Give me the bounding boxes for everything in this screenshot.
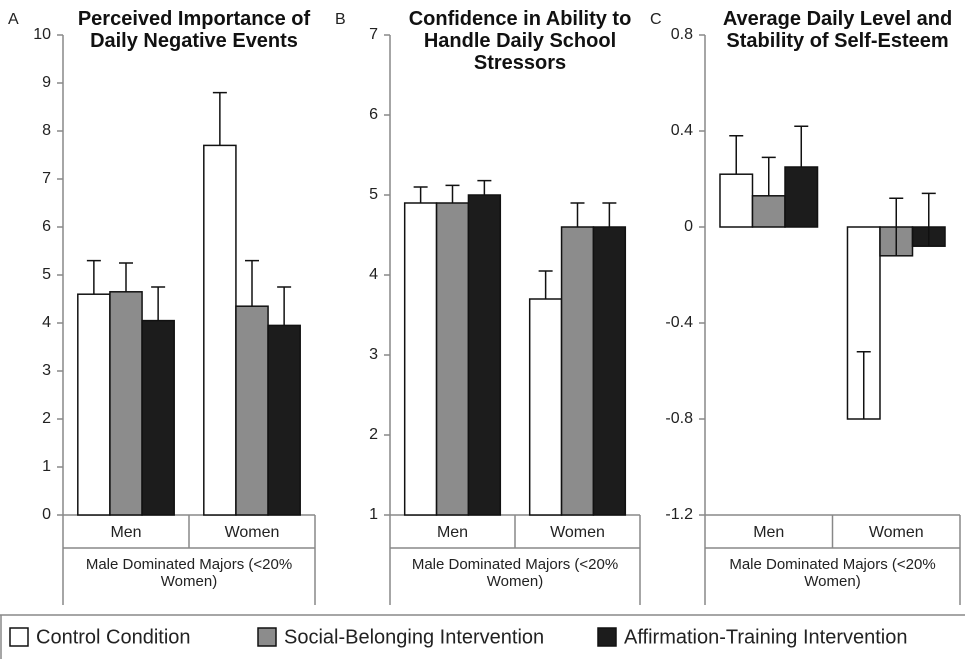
y-tick-label: 1 (42, 458, 51, 475)
bar (719, 173, 754, 228)
error-bar (729, 135, 744, 175)
bar (435, 202, 470, 516)
error-bar (761, 156, 776, 196)
panel-title: Perceived Importance of Daily Negative E… (77, 8, 311, 52)
group-label: Male Dominated Majors (<20% Women) (729, 556, 936, 590)
error-bar (151, 286, 166, 321)
bar (751, 195, 786, 228)
bar (141, 319, 175, 516)
y-tick-label: 2 (369, 426, 378, 443)
x-tick-label: Women (550, 524, 605, 541)
y-tick-label: 0.8 (671, 26, 693, 43)
y-tick-label: 0 (684, 218, 693, 235)
error-bar (538, 270, 553, 299)
x-tick-label: Women (225, 524, 280, 541)
error-bar (119, 262, 133, 292)
y-tick-label: -0.4 (665, 314, 693, 331)
panel-letter: A (8, 11, 19, 28)
legend-swatch (597, 627, 617, 647)
error-bar (477, 179, 492, 195)
y-tick-label: 10 (33, 26, 51, 43)
panel-title: Average Daily Level and Stability of Sel… (722, 8, 953, 52)
y-tick-label: 9 (42, 74, 51, 91)
bar (592, 226, 627, 516)
error-bar (212, 91, 227, 146)
bar (403, 202, 438, 516)
y-tick-label: 1 (369, 506, 378, 523)
y-tick-label: -0.8 (665, 410, 693, 427)
group-label: Male Dominated Majors (<20% Women) (85, 556, 293, 590)
y-tick-label: 4 (42, 314, 51, 331)
error-bar (86, 259, 101, 295)
bar (235, 305, 269, 516)
y-tick-label: 7 (369, 26, 378, 43)
bar (203, 144, 237, 516)
bar (528, 298, 563, 516)
y-tick-label: 6 (369, 106, 378, 123)
y-tick-label: 8 (42, 122, 51, 139)
y-tick-label: -1.2 (665, 506, 693, 523)
y-tick-label: 0 (42, 506, 51, 523)
y-tick-label: 4 (369, 266, 378, 283)
bar (267, 324, 301, 516)
x-tick-label: Men (437, 524, 468, 541)
bar (77, 293, 111, 516)
x-tick-label: Men (110, 524, 141, 541)
bar (109, 291, 143, 516)
error-bar (889, 197, 904, 256)
y-tick-label: 0.4 (671, 122, 693, 139)
error-bar (445, 184, 460, 203)
legend-label: Social-Belonging Intervention (284, 626, 544, 648)
error-bar (570, 202, 585, 227)
legend-swatch (257, 627, 277, 647)
legend-swatch (9, 627, 29, 647)
error-bar (856, 351, 871, 419)
legend-label: Control Condition (36, 626, 191, 648)
error-bar (921, 192, 936, 247)
bar (784, 166, 819, 228)
legend-label: Affirmation-Training Intervention (624, 626, 907, 648)
y-tick-label: 3 (42, 362, 51, 379)
bar (467, 194, 502, 516)
x-tick-label: Men (753, 524, 784, 541)
x-tick-label: Women (869, 524, 924, 541)
y-tick-label: 6 (42, 218, 51, 235)
bar (560, 226, 595, 516)
error-bar (602, 202, 617, 227)
panel-title: Confidence in Ability to Handle Daily Sc… (408, 8, 632, 74)
group-label: Male Dominated Majors (<20% Women) (411, 556, 619, 590)
y-tick-label: 5 (369, 186, 378, 203)
panel-letter: B (335, 11, 346, 28)
error-bar (277, 286, 292, 326)
error-bar (245, 259, 259, 307)
y-tick-label: 5 (42, 266, 51, 283)
y-tick-label: 2 (42, 410, 51, 427)
y-tick-label: 3 (369, 346, 378, 363)
error-bar (794, 125, 809, 167)
y-tick-label: 7 (42, 170, 51, 187)
panel-letter: C (650, 11, 662, 28)
error-bar (413, 186, 428, 203)
